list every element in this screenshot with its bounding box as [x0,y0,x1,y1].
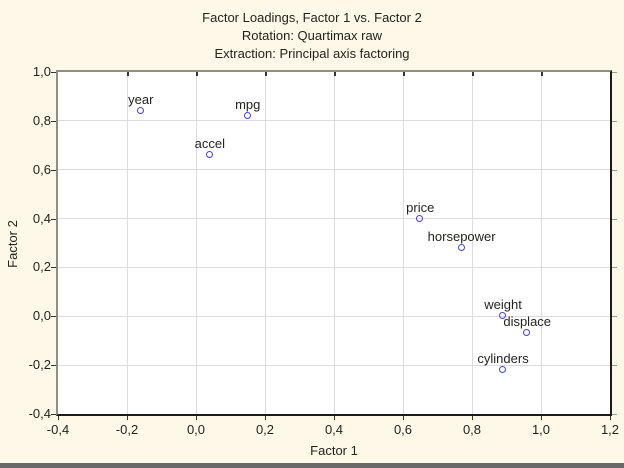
y-tick-label: -0,4 [28,406,51,421]
data-point-marker [136,107,144,115]
data-point-marker [416,214,424,222]
y-tick-label: 0,6 [32,161,51,177]
x-tick-label: 0,0 [186,422,206,437]
x-axis-tick [196,416,197,420]
y-axis-right-tick [612,365,617,367]
chart-subtitle-rotation: Rotation: Quartimax raw [241,28,383,43]
horizontal-gridline [58,218,610,220]
chart-title: Factor Loadings, Factor 1 vs. Factor 2 [202,10,422,25]
x-tick-label: 0,2 [255,422,275,437]
x-tick-label: -0,2 [115,422,139,437]
y-axis-tick [51,316,56,318]
chart-subtitle-extraction: Extraction: Principal axis factoring [214,46,410,61]
y-axis-right-tick [612,72,617,73]
y-axis-tick [51,120,56,122]
vertical-gridline [195,72,197,414]
x-axis-tick [334,416,335,420]
y-axis-tick [51,72,56,73]
y-axis-tick [51,365,56,367]
x-axis-tick [403,416,404,420]
data-point-marker [243,111,251,119]
x-axis-top-tick [402,72,405,76]
data-point-marker [499,366,507,374]
vertical-gridline [264,72,266,414]
y-axis-right-tick [612,316,617,318]
horizontal-gridline [58,364,610,366]
y-tick-label: 0,8 [32,112,51,128]
y-axis-right-tick [612,120,617,122]
vertical-gridline [402,72,404,414]
chart-title-block: Factor Loadings, Factor 1 vs. Factor 2 R… [0,9,624,63]
x-axis-tick [127,416,128,420]
data-point-marker [457,243,465,251]
data-point-marker [523,329,531,337]
y-axis-right-tick [612,414,617,415]
y-axis-tick [51,414,56,415]
x-axis-top-tick [126,72,129,76]
data-point-label: weight [484,297,522,313]
y-tick-label: 1,0 [32,64,51,79]
x-axis-top-tick [333,72,336,76]
horizontal-gridline [58,315,610,317]
x-axis-tick [472,416,473,420]
x-tick-label: 0,6 [393,422,413,437]
plot-area: year mpg accel price horsepower weight displac… [56,70,612,416]
x-axis-tick [265,416,266,420]
y-tick-label: 0,4 [32,210,51,226]
x-axis-title: Factor 1 [310,443,358,458]
x-axis-tick [58,416,59,420]
x-tick-label: 0,8 [462,422,482,437]
data-point-marker [205,151,213,159]
data-point-label: mpg [235,96,261,112]
x-tick-label: 1,2 [600,422,620,437]
data-point-label: displace [503,314,552,330]
x-axis-tick [541,416,542,420]
x-axis-top-tick [540,72,543,76]
x-tick-label: 0,4 [324,422,344,437]
y-axis-right-tick [612,169,617,171]
y-axis-right-tick [612,218,617,220]
x-axis-top-tick [471,72,474,76]
data-point-label: cylinders [477,351,529,367]
x-axis-top-tick [195,72,198,76]
data-point-label: accel [194,136,225,152]
y-tick-label: 0,0 [32,308,51,324]
y-axis-tick [51,169,56,171]
data-point-label: price [406,199,435,215]
vertical-gridline [471,72,473,414]
y-axis-right-tick [612,267,617,269]
x-tick-label: 1,0 [531,422,551,437]
window-bottom-edge [0,463,624,468]
vertical-gridline [126,72,128,414]
y-axis-tick [51,267,56,269]
horizontal-gridline [58,266,610,268]
x-axis-top-tick [264,72,267,76]
vertical-gridline [540,72,542,414]
data-point-label: year [128,92,154,108]
y-axis-tick [51,218,56,220]
horizontal-gridline [58,120,610,122]
vertical-gridline [333,72,335,414]
data-point-label: horsepower [427,228,496,244]
horizontal-gridline [58,169,610,171]
x-axis-tick [610,416,611,420]
y-tick-label: 0,2 [32,259,51,275]
y-tick-label: -0,2 [28,357,51,373]
x-tick-label: -0,4 [46,422,70,437]
data-point-marker [499,312,507,320]
